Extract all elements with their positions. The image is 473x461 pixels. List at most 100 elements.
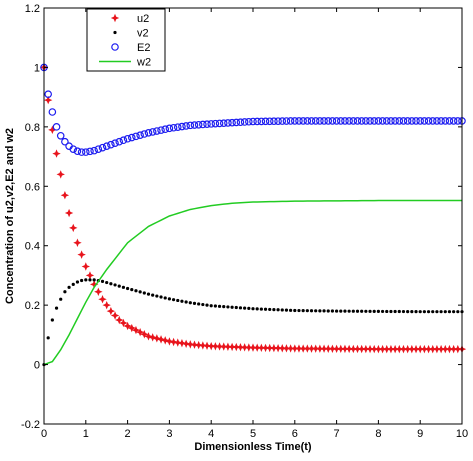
data-point-E2 xyxy=(395,117,404,125)
data-point-v2 xyxy=(54,306,59,310)
y-tick-label: 1.2 xyxy=(25,3,40,15)
data-point-E2 xyxy=(215,119,224,128)
data-point-E2 xyxy=(362,117,370,125)
data-point-v2 xyxy=(234,305,238,310)
data-point-u2 xyxy=(194,340,203,350)
data-point-E2 xyxy=(328,117,337,125)
data-point-v2 xyxy=(109,282,113,286)
data-point-v2 xyxy=(372,309,376,313)
data-point-E2 xyxy=(86,147,94,156)
data-point-E2 xyxy=(169,123,178,132)
data-point-E2 xyxy=(56,131,65,140)
data-point-u2 xyxy=(215,342,224,351)
data-point-E2 xyxy=(290,117,299,125)
x-tick-label: 6 xyxy=(292,428,298,440)
data-point-v2 xyxy=(159,295,163,299)
data-point-u2 xyxy=(248,343,258,352)
series-line-w2 xyxy=(43,199,462,366)
data-point-u2 xyxy=(273,343,283,353)
data-point-u2 xyxy=(60,191,70,200)
data-point-E2 xyxy=(374,117,383,125)
data-point-v2 xyxy=(318,309,322,313)
data-point-v2 xyxy=(309,309,314,313)
data-point-E2 xyxy=(282,117,291,125)
data-point-u2 xyxy=(361,344,371,354)
data-point-v2 xyxy=(222,305,226,309)
data-point-v2 xyxy=(184,300,188,304)
data-point-v2 xyxy=(197,302,201,306)
data-point-u2 xyxy=(81,262,90,271)
data-point-E2 xyxy=(52,123,61,131)
data-point-v2 xyxy=(126,286,130,291)
data-point-v2 xyxy=(406,309,410,314)
data-point-E2 xyxy=(424,117,433,125)
data-point-u2 xyxy=(186,340,195,349)
data-point-E2 xyxy=(320,117,328,125)
data-point-E2 xyxy=(161,125,170,134)
data-point-E2 xyxy=(341,117,349,125)
data-point-E2 xyxy=(403,117,412,125)
data-point-E2 xyxy=(332,117,341,125)
data-point-u2 xyxy=(169,337,178,347)
data-point-u2 xyxy=(290,344,299,353)
data-point-u2 xyxy=(56,170,65,179)
x-tick-label: 1 xyxy=(83,428,89,440)
data-point-E2 xyxy=(370,117,379,125)
data-point-E2 xyxy=(140,130,149,138)
data-point-u2 xyxy=(332,344,341,354)
data-point-v2 xyxy=(393,309,397,314)
data-point-u2 xyxy=(307,344,316,353)
data-point-v2 xyxy=(251,307,255,311)
data-point-E2 xyxy=(286,117,295,125)
data-point-v2 xyxy=(142,291,146,295)
data-point-v2 xyxy=(180,299,184,303)
data-point-E2 xyxy=(48,108,57,116)
data-point-v2 xyxy=(50,318,54,322)
data-point-v2 xyxy=(452,310,456,314)
data-point-v2 xyxy=(201,302,205,307)
x-tick-label: 7 xyxy=(334,428,340,440)
data-point-v2 xyxy=(364,309,368,313)
data-point-u2 xyxy=(207,341,216,351)
data-point-v2 xyxy=(426,310,431,314)
data-point-v2 xyxy=(247,306,251,311)
data-point-v2 xyxy=(422,310,426,314)
data-point-u2 xyxy=(64,208,74,218)
data-point-E2 xyxy=(416,117,425,125)
data-point-v2 xyxy=(343,309,347,313)
data-point-E2 xyxy=(69,145,78,153)
data-point-u2 xyxy=(286,344,295,353)
data-point-v2 xyxy=(146,292,151,296)
data-point-u2 xyxy=(89,280,99,289)
data-point-u2 xyxy=(244,343,254,352)
data-point-v2 xyxy=(297,308,301,313)
data-point-v2 xyxy=(205,303,209,307)
data-point-u2 xyxy=(269,343,279,353)
data-point-E2 xyxy=(73,147,82,156)
data-point-E2 xyxy=(157,126,165,134)
data-point-E2 xyxy=(232,118,241,127)
data-point-u2 xyxy=(123,321,132,331)
x-tick-label: 10 xyxy=(456,428,468,440)
series-v2 xyxy=(42,278,464,367)
data-point-E2 xyxy=(115,137,124,146)
data-point-E2 xyxy=(245,117,253,126)
data-point-v2 xyxy=(289,308,293,312)
data-point-v2 xyxy=(447,310,452,314)
data-point-u2 xyxy=(265,343,274,353)
data-point-v2 xyxy=(243,306,247,310)
data-point-v2 xyxy=(389,309,393,314)
x-tick-label: 4 xyxy=(208,428,214,440)
data-point-u2 xyxy=(340,344,350,354)
data-point-E2 xyxy=(44,90,52,98)
data-point-E2 xyxy=(454,117,462,125)
data-point-v2 xyxy=(117,284,121,288)
data-point-v2 xyxy=(88,278,92,282)
data-point-E2 xyxy=(211,119,220,128)
x-tick-label: 3 xyxy=(166,428,172,440)
series-u2 xyxy=(39,63,467,354)
x-tick-label: 5 xyxy=(250,428,256,440)
y-axis-title: Concentration of u2,v2,E2 and w2 xyxy=(4,128,16,304)
data-point-v2 xyxy=(401,309,406,314)
